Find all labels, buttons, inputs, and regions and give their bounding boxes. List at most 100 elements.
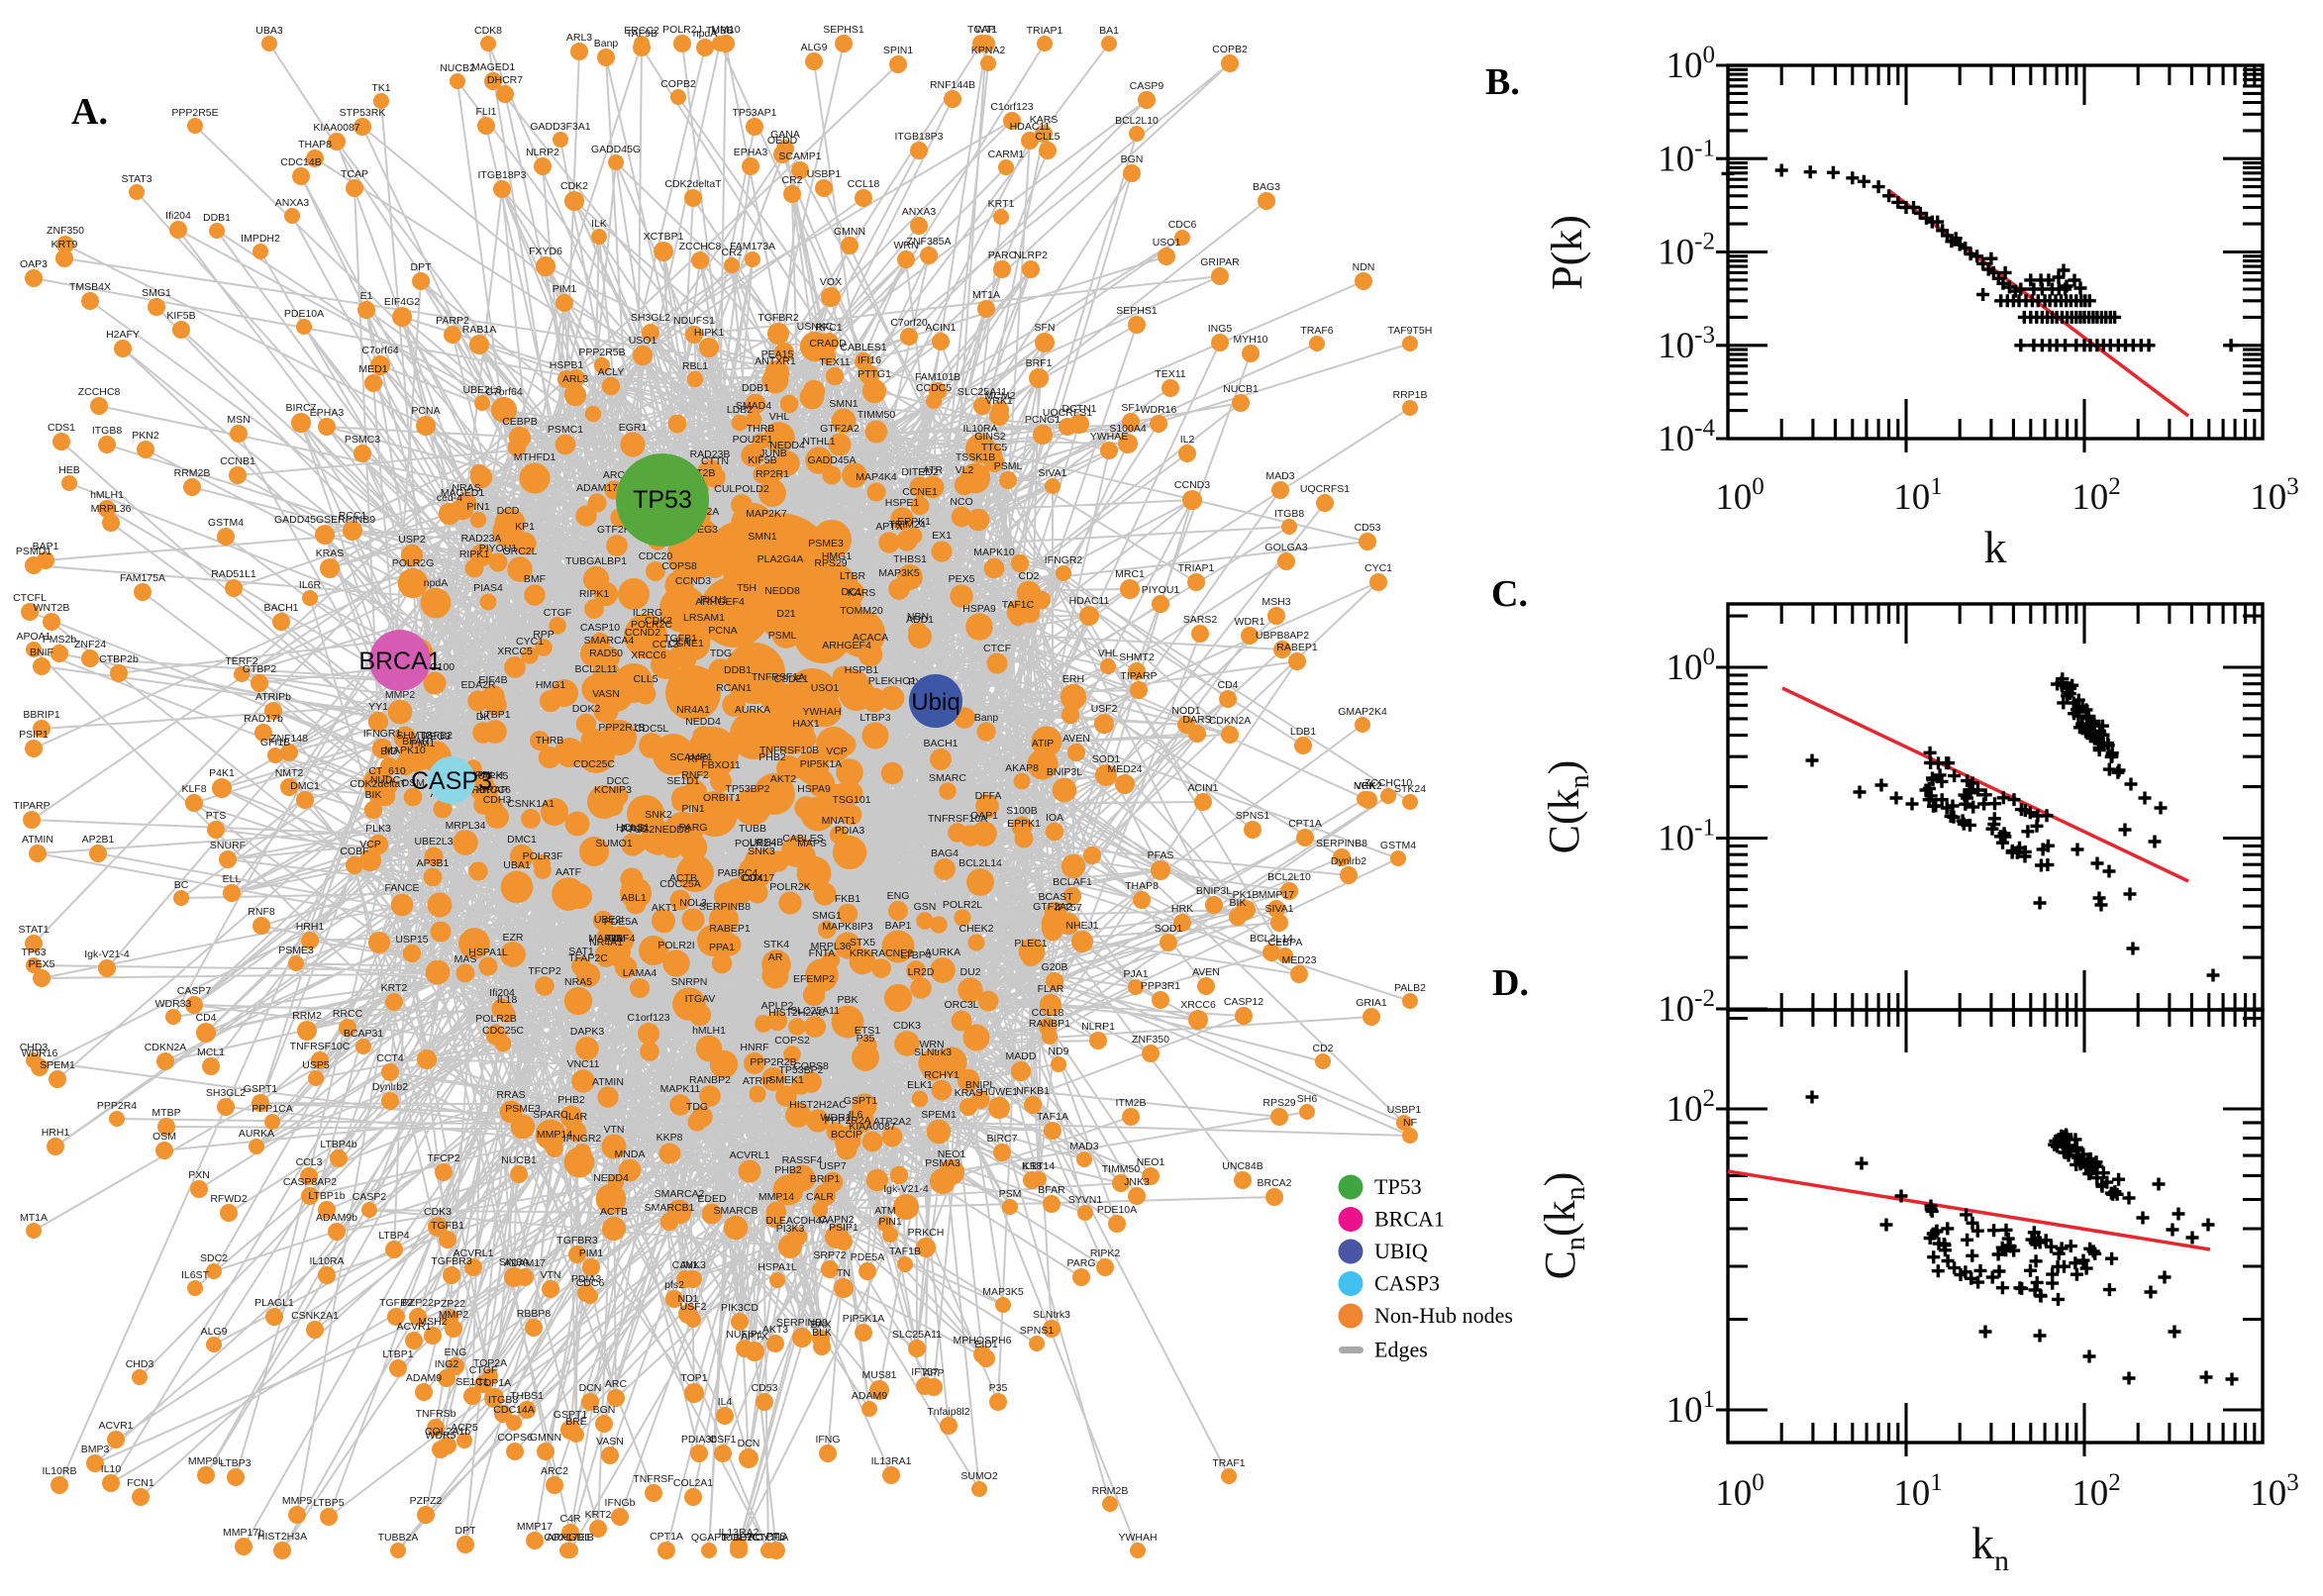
svg-text:UQCRFS1: UQCRFS1 bbox=[1300, 483, 1350, 495]
svg-text:SMARCB1: SMARCB1 bbox=[645, 1202, 695, 1214]
svg-text:SUMO2: SUMO2 bbox=[960, 1470, 998, 1482]
svg-text:POU2F1: POU2F1 bbox=[733, 434, 773, 446]
svg-text:CDK2deltaT: CDK2deltaT bbox=[350, 778, 407, 790]
svg-text:PDIA3: PDIA3 bbox=[835, 825, 865, 837]
svg-text:TGFB1: TGFB1 bbox=[431, 1220, 464, 1232]
svg-text:IFNGR1: IFNGR1 bbox=[363, 728, 402, 740]
svg-text:CHEK2: CHEK2 bbox=[959, 923, 993, 935]
svg-text:PDIA3b: PDIA3b bbox=[681, 1434, 717, 1446]
svg-text:CYC1: CYC1 bbox=[1364, 562, 1392, 574]
svg-text:LTBP4: LTBP4 bbox=[378, 1230, 409, 1242]
svg-text:TP53BP2: TP53BP2 bbox=[726, 783, 770, 795]
svg-text:BID: BID bbox=[380, 746, 398, 757]
svg-text:XCTBP1: XCTBP1 bbox=[644, 231, 684, 243]
svg-text:CCNE1: CCNE1 bbox=[902, 486, 938, 498]
svg-text:TP53AP1: TP53AP1 bbox=[733, 107, 777, 119]
svg-text:USP15: USP15 bbox=[395, 934, 428, 946]
svg-text:CTTN: CTTN bbox=[701, 455, 729, 467]
svg-text:JUND: JUND bbox=[620, 823, 648, 835]
svg-text:GSN: GSN bbox=[914, 901, 937, 913]
svg-text:Ifi204: Ifi204 bbox=[489, 987, 515, 999]
svg-text:CSDE1: CSDE1 bbox=[773, 673, 808, 685]
svg-text:CAV1: CAV1 bbox=[672, 1259, 699, 1271]
svg-text:UNC84B: UNC84B bbox=[1222, 1160, 1262, 1172]
svg-text:LTBP1b: LTBP1b bbox=[308, 1190, 345, 1202]
svg-text:ATM: ATM bbox=[874, 1205, 895, 1217]
svg-text:MUS81: MUS81 bbox=[861, 1369, 896, 1381]
svg-text:RCHY1: RCHY1 bbox=[924, 1069, 960, 1081]
svg-text:AP2B1: AP2B1 bbox=[82, 834, 115, 846]
svg-text:ORC3L: ORC3L bbox=[944, 999, 978, 1011]
svg-text:BNIPL: BNIPL bbox=[965, 1079, 996, 1091]
svg-text:GADD3F3A1: GADD3F3A1 bbox=[530, 121, 590, 133]
svg-text:PSMA3: PSMA3 bbox=[925, 1157, 960, 1169]
svg-text:C1orf123: C1orf123 bbox=[627, 1012, 669, 1024]
svg-text:ACACA: ACACA bbox=[853, 632, 888, 644]
svg-text:TNFRSb: TNFRSb bbox=[416, 1408, 456, 1420]
svg-text:MAGED1: MAGED1 bbox=[471, 61, 516, 73]
svg-text:POLR2G: POLR2G bbox=[392, 557, 435, 569]
svg-text:CDC5L: CDC5L bbox=[635, 723, 669, 735]
svg-text:THBS1: THBS1 bbox=[893, 553, 927, 565]
svg-text:PPP2R5B: PPP2R5B bbox=[578, 347, 625, 358]
svg-text:GRIPAR: GRIPAR bbox=[1200, 256, 1240, 268]
svg-text:PHB2: PHB2 bbox=[758, 751, 786, 763]
svg-text:CD4: CD4 bbox=[742, 872, 762, 884]
svg-text:DHCR7: DHCR7 bbox=[487, 74, 523, 86]
svg-text:HIST2H3A: HIST2H3A bbox=[257, 1531, 307, 1543]
svg-text:CYC1: CYC1 bbox=[516, 636, 544, 648]
svg-text:RABEP1: RABEP1 bbox=[1276, 642, 1318, 653]
svg-text:SH3GL2: SH3GL2 bbox=[206, 1087, 246, 1099]
svg-text:SIVA1: SIVA1 bbox=[1039, 467, 1067, 479]
svg-text:ALG9: ALG9 bbox=[201, 1326, 228, 1338]
svg-text:PALB2: PALB2 bbox=[1394, 982, 1426, 994]
svg-text:FAM173A: FAM173A bbox=[730, 241, 775, 252]
svg-text:B.: B. bbox=[1485, 61, 1520, 103]
svg-text:CD53: CD53 bbox=[752, 1382, 778, 1394]
svg-text:IL18: IL18 bbox=[1022, 1160, 1043, 1172]
svg-text:IFNGR2: IFNGR2 bbox=[563, 1133, 602, 1145]
svg-text:SLNtrk3: SLNtrk3 bbox=[914, 1047, 952, 1058]
svg-text:PIM1: PIM1 bbox=[411, 738, 436, 749]
svg-text:AKT3: AKT3 bbox=[762, 1324, 788, 1336]
svg-text:PK1B: PK1B bbox=[1233, 889, 1260, 901]
svg-text:RFWD2: RFWD2 bbox=[210, 1193, 247, 1205]
svg-text:HIST2H2AC: HIST2H2AC bbox=[768, 1007, 826, 1019]
svg-text:PIK3CD: PIK3CD bbox=[721, 1302, 758, 1314]
svg-text:C4R: C4R bbox=[559, 1513, 580, 1525]
svg-text:PSME3: PSME3 bbox=[278, 945, 314, 956]
svg-text:IL4R: IL4R bbox=[565, 1111, 588, 1123]
svg-text:AKAP8: AKAP8 bbox=[1005, 762, 1039, 774]
svg-text:TNFRSF: TNFRSF bbox=[633, 1473, 673, 1485]
svg-text:RAD51L1: RAD51L1 bbox=[211, 568, 256, 580]
svg-text:BCAST: BCAST bbox=[1038, 891, 1073, 903]
svg-text:LR2D: LR2D bbox=[908, 966, 935, 978]
svg-text:BAG4: BAG4 bbox=[931, 848, 959, 859]
svg-text:TAF1A: TAF1A bbox=[1037, 1111, 1068, 1123]
svg-text:CALR: CALR bbox=[806, 1191, 834, 1203]
svg-text:TRAF6: TRAF6 bbox=[1300, 325, 1333, 337]
svg-text:OSM: OSM bbox=[152, 1131, 176, 1143]
svg-text:MRC1: MRC1 bbox=[1115, 568, 1145, 580]
svg-text:CASP2: CASP2 bbox=[353, 1191, 387, 1203]
svg-text:CASP8AP2: CASP8AP2 bbox=[283, 1176, 337, 1188]
svg-text:ACTB: ACTB bbox=[669, 872, 697, 884]
svg-text:SERPINB8: SERPINB8 bbox=[1316, 838, 1367, 849]
svg-text:BRCA2: BRCA2 bbox=[1257, 1177, 1291, 1189]
svg-text:ITGAV: ITGAV bbox=[685, 993, 716, 1005]
svg-text:IL10RB: IL10RB bbox=[42, 1465, 76, 1477]
svg-text:ITM2B: ITM2B bbox=[1116, 1097, 1147, 1109]
svg-text:DITED2: DITED2 bbox=[901, 466, 939, 478]
svg-text:RPS29: RPS29 bbox=[814, 557, 847, 569]
svg-text:HNRF: HNRF bbox=[740, 1042, 768, 1053]
svg-text:HRH1: HRH1 bbox=[296, 921, 325, 933]
svg-text:BC: BC bbox=[174, 879, 189, 891]
svg-text:BBRIP1: BBRIP1 bbox=[23, 709, 60, 721]
svg-text:CDKN2A: CDKN2A bbox=[1209, 715, 1252, 727]
svg-text:PJA1: PJA1 bbox=[1123, 968, 1148, 980]
svg-text:ITGB18P3: ITGB18P3 bbox=[894, 131, 943, 143]
svg-text:ced-4: ced-4 bbox=[437, 492, 462, 504]
svg-text:SPNS1: SPNS1 bbox=[1236, 810, 1270, 822]
svg-text:KRT2: KRT2 bbox=[381, 982, 408, 994]
svg-text:PIN1: PIN1 bbox=[681, 803, 705, 815]
